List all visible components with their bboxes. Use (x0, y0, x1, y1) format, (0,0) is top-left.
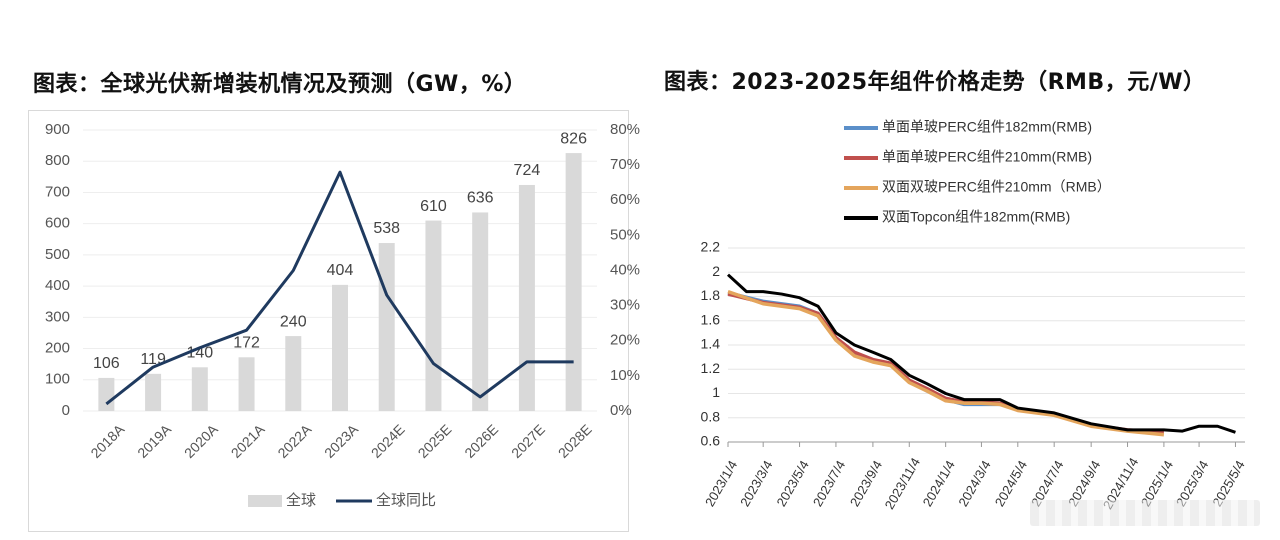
price-line-4 (726, 273, 1236, 434)
legend-label: 全球 (286, 491, 316, 509)
x-tick-label: 2022A (274, 421, 314, 461)
x-tick-label: 2023/3/4 (737, 458, 775, 509)
right-chart-title: 图表：2023-2025年组件价格走势（RMB，元/W） (664, 70, 1206, 95)
y2-tick-label: 80% (610, 121, 640, 138)
y-tick-label: 2.2 (701, 239, 721, 255)
bar (518, 184, 535, 411)
x-tick-label: 2020A (181, 421, 221, 461)
x-tick-label: 2027E (508, 421, 548, 461)
watermark (1030, 500, 1260, 526)
legend-label: 双面Topcon组件182mm(RMB) (882, 209, 1070, 225)
x-tick-label: 2024/1/4 (920, 458, 958, 509)
y-tick-label: 1.4 (701, 336, 721, 352)
x-tick-label: 2024/5/4 (992, 458, 1030, 509)
y-tick-label: 1.2 (701, 360, 721, 376)
bar (425, 220, 442, 411)
bar-value-label: 240 (280, 313, 307, 330)
bar-value-label: 724 (514, 162, 541, 179)
bar-value-label: 106 (93, 355, 120, 372)
y-tick-label: 1.6 (701, 311, 721, 327)
y2-tick-label: 70% (610, 156, 640, 173)
installation-chart: 0 100 200 300 400 500 600 700 800 900 0% 10% 20% 30% 4… (45, 121, 640, 509)
price-line-2 (727, 292, 1165, 435)
y-tick-label: 100 (45, 371, 70, 388)
y-tick-label: 0.6 (701, 433, 721, 449)
y-tick-label: 400 (45, 277, 70, 294)
bar (332, 284, 348, 411)
x-tick-label: 2023/11/4 (882, 455, 923, 512)
legend-label: 全球同比 (376, 491, 436, 509)
x-tick-label: 2025E (415, 421, 455, 461)
legend-label: 双面双玻PERC组件210mm（RMB） (882, 179, 1111, 195)
legend-label: 单面单玻PERC组件182mm(RMB) (882, 119, 1092, 135)
x-tick-label: 2026E (461, 421, 501, 461)
y-tick-label: 300 (45, 308, 70, 325)
y2-tick-label: 20% (610, 332, 640, 349)
bar-value-label: 636 (467, 190, 494, 207)
y2-tick-label: 40% (610, 261, 640, 278)
bar-value-label: 140 (186, 345, 213, 362)
y-tick-label: 800 (45, 152, 70, 169)
y-tick-label: 2 (712, 263, 720, 279)
bar (191, 367, 208, 411)
y-tick-label: 0.8 (701, 408, 721, 424)
bar (472, 212, 489, 411)
y2-tick-label: 0% (610, 402, 632, 419)
left-chart-title: 图表：全球光伏新增装机情况及预测（GW，%） (33, 72, 527, 97)
x-tick-label: 2023/1/4 (702, 458, 740, 509)
y-tick-label: 0 (62, 402, 70, 419)
legend-label: 单面单玻PERC组件210mm(RMB) (882, 149, 1092, 165)
y-tick-label: 1.8 (701, 287, 721, 303)
x-tick-label: 2024/3/4 (955, 458, 993, 509)
y-tick-label: 1 (712, 384, 720, 400)
y2-tick-label: 60% (610, 191, 640, 208)
x-tick-label: 2023/7/4 (810, 458, 848, 509)
legend-swatch-bar (248, 495, 282, 507)
x-tick-label: 2023A (321, 421, 361, 461)
bar-value-label: 172 (233, 335, 260, 352)
x-tick-label: 2023/5/4 (773, 458, 811, 509)
x-tick-label: 2019A (134, 421, 174, 461)
bar (238, 357, 255, 411)
bar-value-label: 826 (560, 130, 587, 147)
price-line-3 (727, 289, 1165, 437)
x-tick-label: 2021A (228, 421, 268, 461)
bar (145, 373, 162, 411)
y2-tick-label: 50% (610, 226, 640, 243)
bar (285, 336, 302, 411)
x-tick-label: 2018A (87, 421, 127, 461)
x-tick-label: 2023/9/4 (847, 458, 885, 509)
x-tick-label: 2024E (368, 421, 408, 461)
bar-value-label: 610 (420, 198, 447, 215)
bar (378, 243, 395, 411)
y2-tick-label: 10% (610, 367, 640, 384)
yoy-growth-line (105, 170, 574, 406)
y2-tick-label: 30% (610, 297, 640, 314)
y-tick-label: 200 (45, 340, 70, 357)
y-tick-label: 900 (45, 121, 70, 138)
price-trend-chart: 0.60.811.21.41.61.822.22023/1/42023/3/42… (701, 119, 1248, 512)
x-tick-label: 2028E (555, 421, 595, 461)
bar-value-label: 538 (373, 220, 400, 237)
y-tick-label: 500 (45, 246, 70, 263)
bar-value-label: 404 (327, 262, 354, 279)
bar (565, 153, 582, 412)
y-tick-label: 600 (45, 215, 70, 232)
bar (98, 377, 115, 411)
y-tick-label: 700 (45, 183, 70, 200)
